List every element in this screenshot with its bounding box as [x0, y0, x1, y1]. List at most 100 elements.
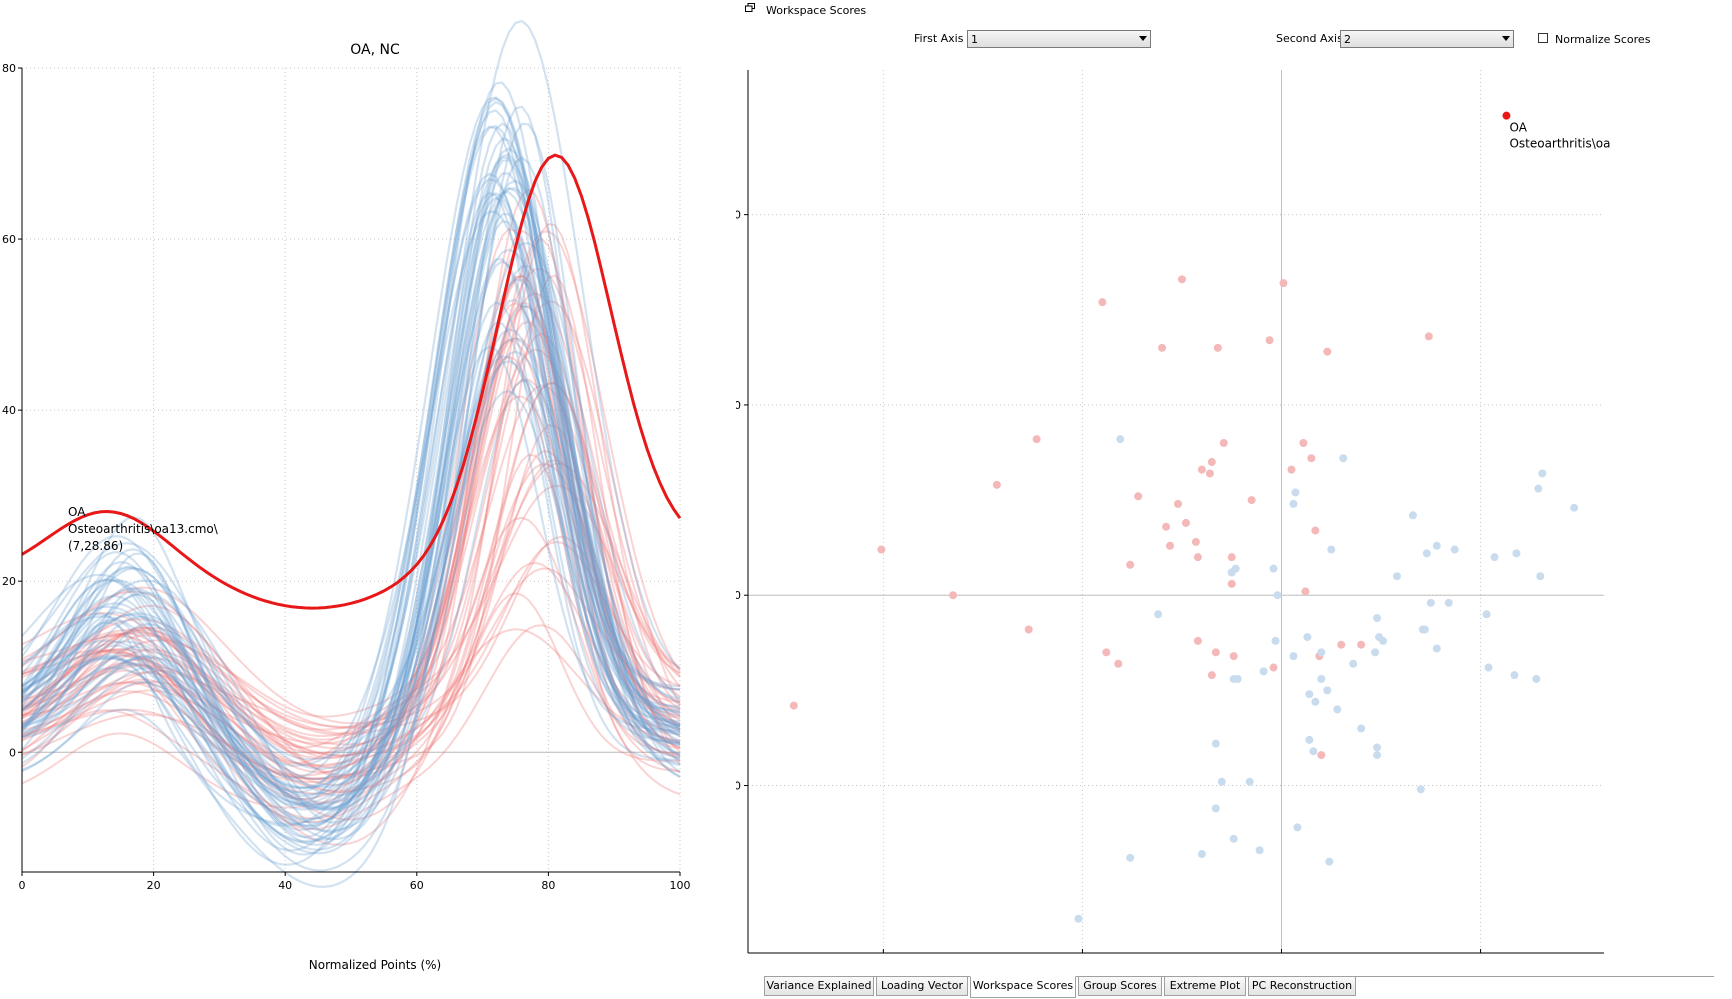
score-point[interactable] [1229, 652, 1238, 661]
score-point[interactable] [1074, 914, 1083, 923]
score-point[interactable] [1289, 499, 1298, 508]
score-point[interactable] [1024, 625, 1033, 634]
score-point[interactable] [1245, 777, 1254, 786]
score-point[interactable] [1323, 686, 1332, 695]
score-point[interactable] [1482, 610, 1491, 619]
score-point[interactable] [1534, 484, 1543, 493]
score-point[interactable] [1197, 850, 1206, 859]
score-point[interactable] [1287, 465, 1296, 474]
score-point[interactable] [1490, 553, 1499, 562]
score-point[interactable] [1134, 492, 1143, 501]
score-point[interactable] [1229, 834, 1238, 843]
score-point[interactable] [1532, 674, 1541, 683]
score-point[interactable] [1219, 438, 1228, 447]
score-point[interactable] [1426, 598, 1435, 607]
score-point[interactable] [1536, 572, 1545, 581]
score-point[interactable] [1211, 739, 1220, 748]
score-point[interactable] [1373, 614, 1382, 623]
score-point[interactable] [1102, 648, 1111, 657]
score-point[interactable] [1166, 541, 1175, 550]
score-point[interactable] [1259, 667, 1268, 676]
score-point[interactable] [1231, 564, 1240, 573]
score-point[interactable] [877, 545, 886, 554]
scores-scatter-plot[interactable]: -200-1000100-50050100 OA Osteoarthritis\… [736, 60, 1732, 955]
score-point[interactable] [789, 701, 798, 710]
score-point[interactable] [1247, 496, 1256, 505]
score-point[interactable] [1269, 663, 1278, 672]
score-point[interactable] [1227, 579, 1236, 588]
score-point[interactable] [1271, 636, 1280, 645]
score-point[interactable] [1207, 671, 1216, 680]
score-point[interactable] [1305, 735, 1314, 744]
score-point[interactable] [1420, 625, 1429, 634]
score-point[interactable] [1570, 503, 1579, 512]
score-point[interactable] [1098, 298, 1107, 307]
tab-group-scores[interactable]: Group Scores [1078, 976, 1162, 996]
score-point[interactable] [1373, 743, 1382, 752]
tab-variance-explained[interactable]: Variance Explained [764, 976, 874, 996]
score-point[interactable] [1408, 511, 1417, 520]
float-window-icon[interactable] [745, 3, 755, 12]
score-point[interactable] [1162, 522, 1171, 531]
score-point[interactable] [1289, 652, 1298, 661]
score-point[interactable] [1293, 823, 1302, 832]
score-point[interactable] [1032, 435, 1041, 444]
score-point[interactable] [1207, 458, 1216, 467]
score-point[interactable] [1327, 545, 1336, 554]
tab-workspace-scores[interactable]: Workspace Scores [970, 976, 1076, 998]
score-point[interactable] [1279, 279, 1288, 288]
score-point[interactable] [1510, 671, 1519, 680]
score-point[interactable] [1205, 469, 1214, 478]
score-point[interactable] [1309, 747, 1318, 756]
tab-extreme-plot[interactable]: Extreme Plot [1164, 976, 1246, 996]
score-point[interactable] [1305, 690, 1314, 699]
score-point[interactable] [1126, 853, 1135, 862]
highlight-point[interactable] [1502, 111, 1511, 120]
score-point[interactable] [1269, 564, 1278, 573]
score-point[interactable] [1432, 644, 1441, 653]
score-point[interactable] [1233, 674, 1242, 683]
score-point[interactable] [1227, 553, 1236, 562]
score-point[interactable] [1301, 587, 1310, 596]
score-point[interactable] [1484, 663, 1493, 672]
score-point[interactable] [1173, 499, 1182, 508]
score-point[interactable] [1317, 648, 1326, 657]
score-point[interactable] [1303, 633, 1312, 642]
score-point[interactable] [1422, 549, 1431, 558]
score-point[interactable] [1213, 343, 1222, 352]
score-point[interactable] [1512, 549, 1521, 558]
score-point[interactable] [1333, 705, 1342, 714]
score-point[interactable] [1317, 751, 1326, 760]
score-point[interactable] [1379, 636, 1388, 645]
score-point[interactable] [1325, 857, 1334, 866]
score-point[interactable] [1444, 598, 1453, 607]
score-point[interactable] [1197, 465, 1206, 474]
score-point[interactable] [1357, 724, 1366, 733]
score-point[interactable] [1265, 336, 1274, 345]
score-point[interactable] [1450, 545, 1459, 554]
score-point[interactable] [949, 591, 958, 600]
curves-plot[interactable]: 0 20 40 60 80 100 0 20 40 60 80 OA, NC Normalized … [0, 0, 730, 999]
score-point[interactable] [1217, 777, 1226, 786]
score-point[interactable] [1273, 591, 1282, 600]
score-point[interactable] [1339, 454, 1348, 463]
score-point[interactable] [1154, 610, 1163, 619]
score-point[interactable] [1432, 541, 1441, 550]
score-point[interactable] [1211, 804, 1220, 813]
score-point[interactable] [1317, 674, 1326, 683]
second-axis-dropdown[interactable]: 2 [1340, 30, 1514, 48]
tab-loading-vector[interactable]: Loading Vector [876, 976, 968, 996]
normalize-scores-checkbox[interactable] [1538, 33, 1548, 43]
score-point[interactable] [1349, 659, 1358, 668]
score-point[interactable] [1193, 553, 1202, 562]
score-point[interactable] [1193, 636, 1202, 645]
score-point[interactable] [1158, 343, 1167, 352]
score-point[interactable] [1392, 572, 1401, 581]
score-point[interactable] [1291, 488, 1300, 497]
score-point[interactable] [1255, 846, 1264, 855]
score-point[interactable] [1538, 469, 1547, 478]
score-point[interactable] [1181, 518, 1190, 527]
score-point[interactable] [992, 480, 1001, 489]
score-point[interactable] [1116, 435, 1125, 444]
score-point[interactable] [1114, 659, 1123, 668]
